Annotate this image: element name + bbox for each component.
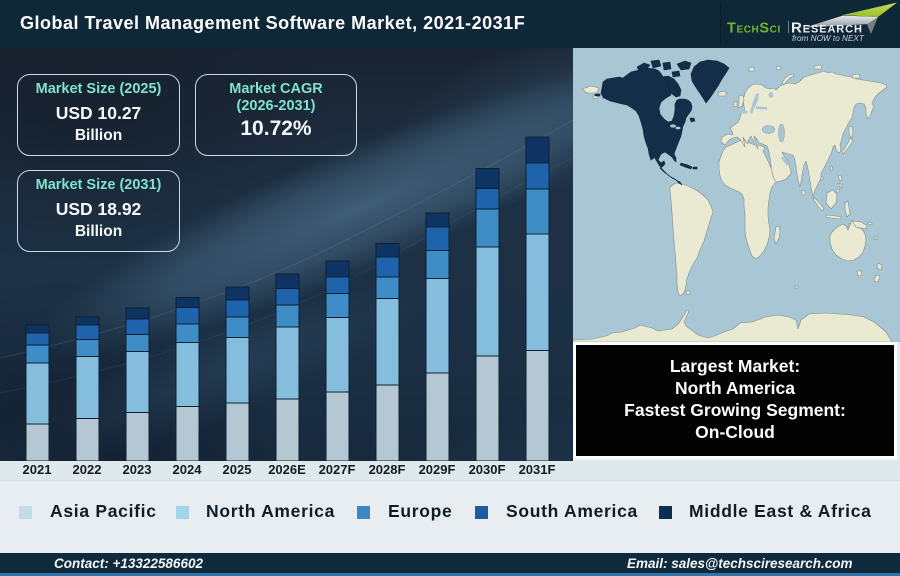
svg-text:from NOW to NEXT: from NOW to NEXT bbox=[792, 34, 865, 43]
svg-text:Research: Research bbox=[791, 20, 863, 37]
svg-text:TechSci: TechSci bbox=[727, 21, 781, 37]
